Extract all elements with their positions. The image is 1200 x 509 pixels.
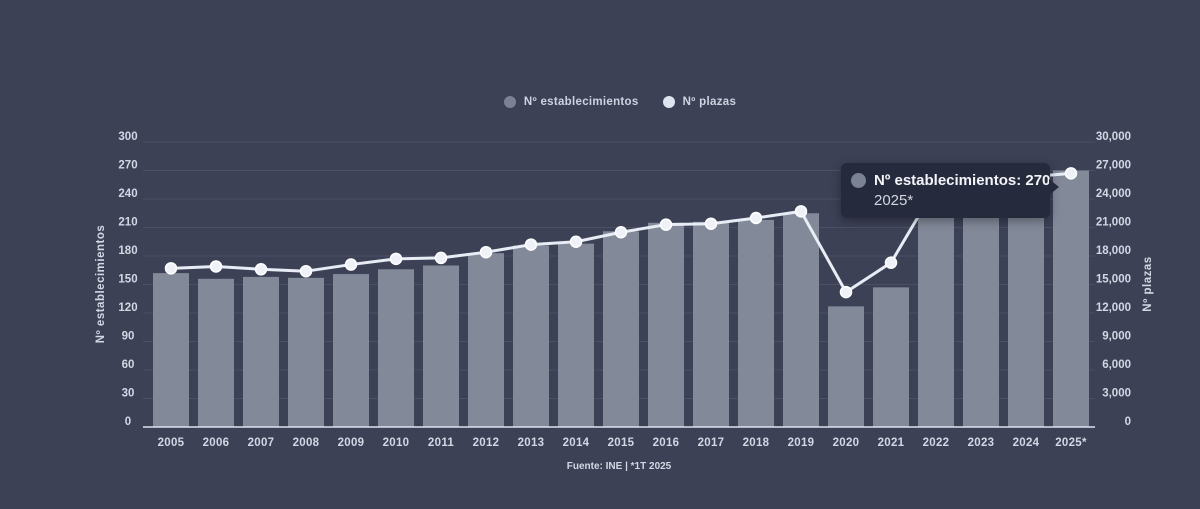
legend: Nº establecimientos Nº plazas <box>0 96 1200 108</box>
point-2012[interactable] <box>479 245 493 259</box>
point-2008[interactable] <box>299 264 313 278</box>
bar-2007[interactable] <box>243 276 279 427</box>
point-2016[interactable] <box>659 218 673 231</box>
tooltip-category-text: 2025* <box>874 192 914 209</box>
y-axis-left-tick-0: 0 <box>125 416 131 428</box>
point-2007[interactable] <box>254 263 268 276</box>
tooltip-value-text: Nº establecimientos: 270 <box>874 172 1051 189</box>
bar-2008[interactable] <box>288 277 324 427</box>
x-axis-label-2024: 2024 <box>1013 437 1040 449</box>
y-axis-left-tick-300: 300 <box>118 131 137 143</box>
x-axis-label-2010: 2010 <box>383 437 410 449</box>
point-2010[interactable] <box>389 252 403 266</box>
legend-item-plazas[interactable]: Nº plazas <box>662 96 737 108</box>
y-axis-left-tick-30: 30 <box>122 388 135 400</box>
y-axis-right-tick-6000: 6,000 <box>1102 359 1131 371</box>
point-2011[interactable] <box>434 251 448 265</box>
bar-2013[interactable] <box>513 245 549 427</box>
x-axis-label-2023: 2023 <box>968 437 995 449</box>
point-2013[interactable] <box>524 238 538 251</box>
x-axis-label-2025: 2025* <box>1055 437 1087 449</box>
legend-plazas-label: Nº plazas <box>682 96 737 108</box>
bar-2019[interactable] <box>783 213 819 427</box>
bar-2024[interactable] <box>1008 182 1044 427</box>
point-2005[interactable] <box>164 262 178 275</box>
y-axis-right-tick-30000: 30,000 <box>1096 131 1131 143</box>
point-2018[interactable] <box>749 211 763 225</box>
y-axis-right-tick-0: 0 <box>1125 416 1131 428</box>
bar-2015[interactable] <box>603 231 639 427</box>
point-2014[interactable] <box>569 235 583 248</box>
y-axis-left-tick-90: 90 <box>122 331 135 343</box>
bar-2017[interactable] <box>693 221 729 427</box>
bar-2020[interactable] <box>828 306 864 427</box>
x-axis-label-2021: 2021 <box>878 437 905 449</box>
bar-2025[interactable] <box>1053 170 1089 428</box>
y-axis-left-tick-120: 120 <box>118 302 137 314</box>
x-axis-label-2017: 2017 <box>698 437 725 449</box>
bar-2006[interactable] <box>198 278 234 427</box>
legend-establecimientos-dot-icon <box>503 96 516 108</box>
bar-2014[interactable] <box>558 243 594 427</box>
point-2025[interactable] <box>1064 167 1078 180</box>
y-axis-left-title: Nº establecimientos <box>95 225 107 344</box>
y-axis-right-tick-21000: 21,000 <box>1096 217 1131 229</box>
x-axis-label-2018: 2018 <box>743 437 770 449</box>
point-2021[interactable] <box>884 256 898 269</box>
point-2017[interactable] <box>704 217 718 230</box>
x-axis-label-2022: 2022 <box>923 437 950 449</box>
bar-2023[interactable] <box>963 194 999 427</box>
bar-2010[interactable] <box>378 269 414 427</box>
y-axis-right-tick-9000: 9,000 <box>1102 331 1131 343</box>
tooltip: Nº establecimientos: 270 2025* <box>841 163 1059 218</box>
y-axis-left-tick-180: 180 <box>118 245 137 257</box>
legend-establecimientos-label: Nº establecimientos <box>523 96 639 108</box>
y-axis-right-tick-24000: 24,000 <box>1096 188 1131 200</box>
bar-2005[interactable] <box>153 273 189 427</box>
x-axis-label-2005: 2005 <box>158 437 185 449</box>
x-axis-label-2009: 2009 <box>338 437 365 449</box>
x-axis-label-2015: 2015 <box>608 437 635 449</box>
x-axis-label-2006: 2006 <box>203 437 230 449</box>
point-2019[interactable] <box>794 205 808 218</box>
y-axis-right-tick-12000: 12,000 <box>1096 302 1131 314</box>
x-axis-label-2007: 2007 <box>248 437 275 449</box>
x-axis-label-2013: 2013 <box>518 437 545 449</box>
y-axis-left-tick-270: 270 <box>118 160 137 172</box>
tooltip-series-marker-icon <box>851 173 866 188</box>
x-axis-label-2008: 2008 <box>293 437 320 449</box>
y-axis-right-tick-15000: 15,000 <box>1096 274 1131 286</box>
bar-2016[interactable] <box>648 222 684 427</box>
source-note: Fuente: INE | *1T 2025 <box>567 461 672 472</box>
x-axis-label-2019: 2019 <box>788 437 815 449</box>
x-axis-label-2014: 2014 <box>563 437 590 449</box>
x-axis-label-2012: 2012 <box>473 437 500 449</box>
legend-plazas-dot-icon <box>662 96 675 108</box>
bar-2009[interactable] <box>333 274 369 427</box>
y-axis-right-tick-3000: 3,000 <box>1102 388 1131 400</box>
x-axis-label-2016: 2016 <box>653 437 680 449</box>
y-axis-left-tick-60: 60 <box>122 359 135 371</box>
point-2020[interactable] <box>839 285 853 299</box>
bar-2018[interactable] <box>738 219 774 427</box>
y-axis-left-tick-210: 210 <box>118 217 137 229</box>
point-2009[interactable] <box>344 258 358 271</box>
y-axis-right-title: Nº plazas <box>1142 256 1154 311</box>
y-axis-right-tick-27000: 27,000 <box>1096 160 1131 172</box>
y-axis-left-tick-240: 240 <box>118 188 137 200</box>
tooltip-arrow-icon <box>1049 179 1059 195</box>
bar-2012[interactable] <box>468 253 504 427</box>
legend-item-establecimientos[interactable]: Nº establecimientos <box>503 96 639 108</box>
point-2006[interactable] <box>209 260 223 273</box>
y-axis-right-tick-18000: 18,000 <box>1096 245 1131 257</box>
x-axis-label-2020: 2020 <box>833 437 860 449</box>
point-2015[interactable] <box>614 226 628 239</box>
bar-2021[interactable] <box>873 287 909 427</box>
bar-2022[interactable] <box>918 203 954 427</box>
bar-2011[interactable] <box>423 265 459 428</box>
y-axis-left-tick-150: 150 <box>118 274 137 286</box>
x-axis-label-2011: 2011 <box>428 437 454 449</box>
